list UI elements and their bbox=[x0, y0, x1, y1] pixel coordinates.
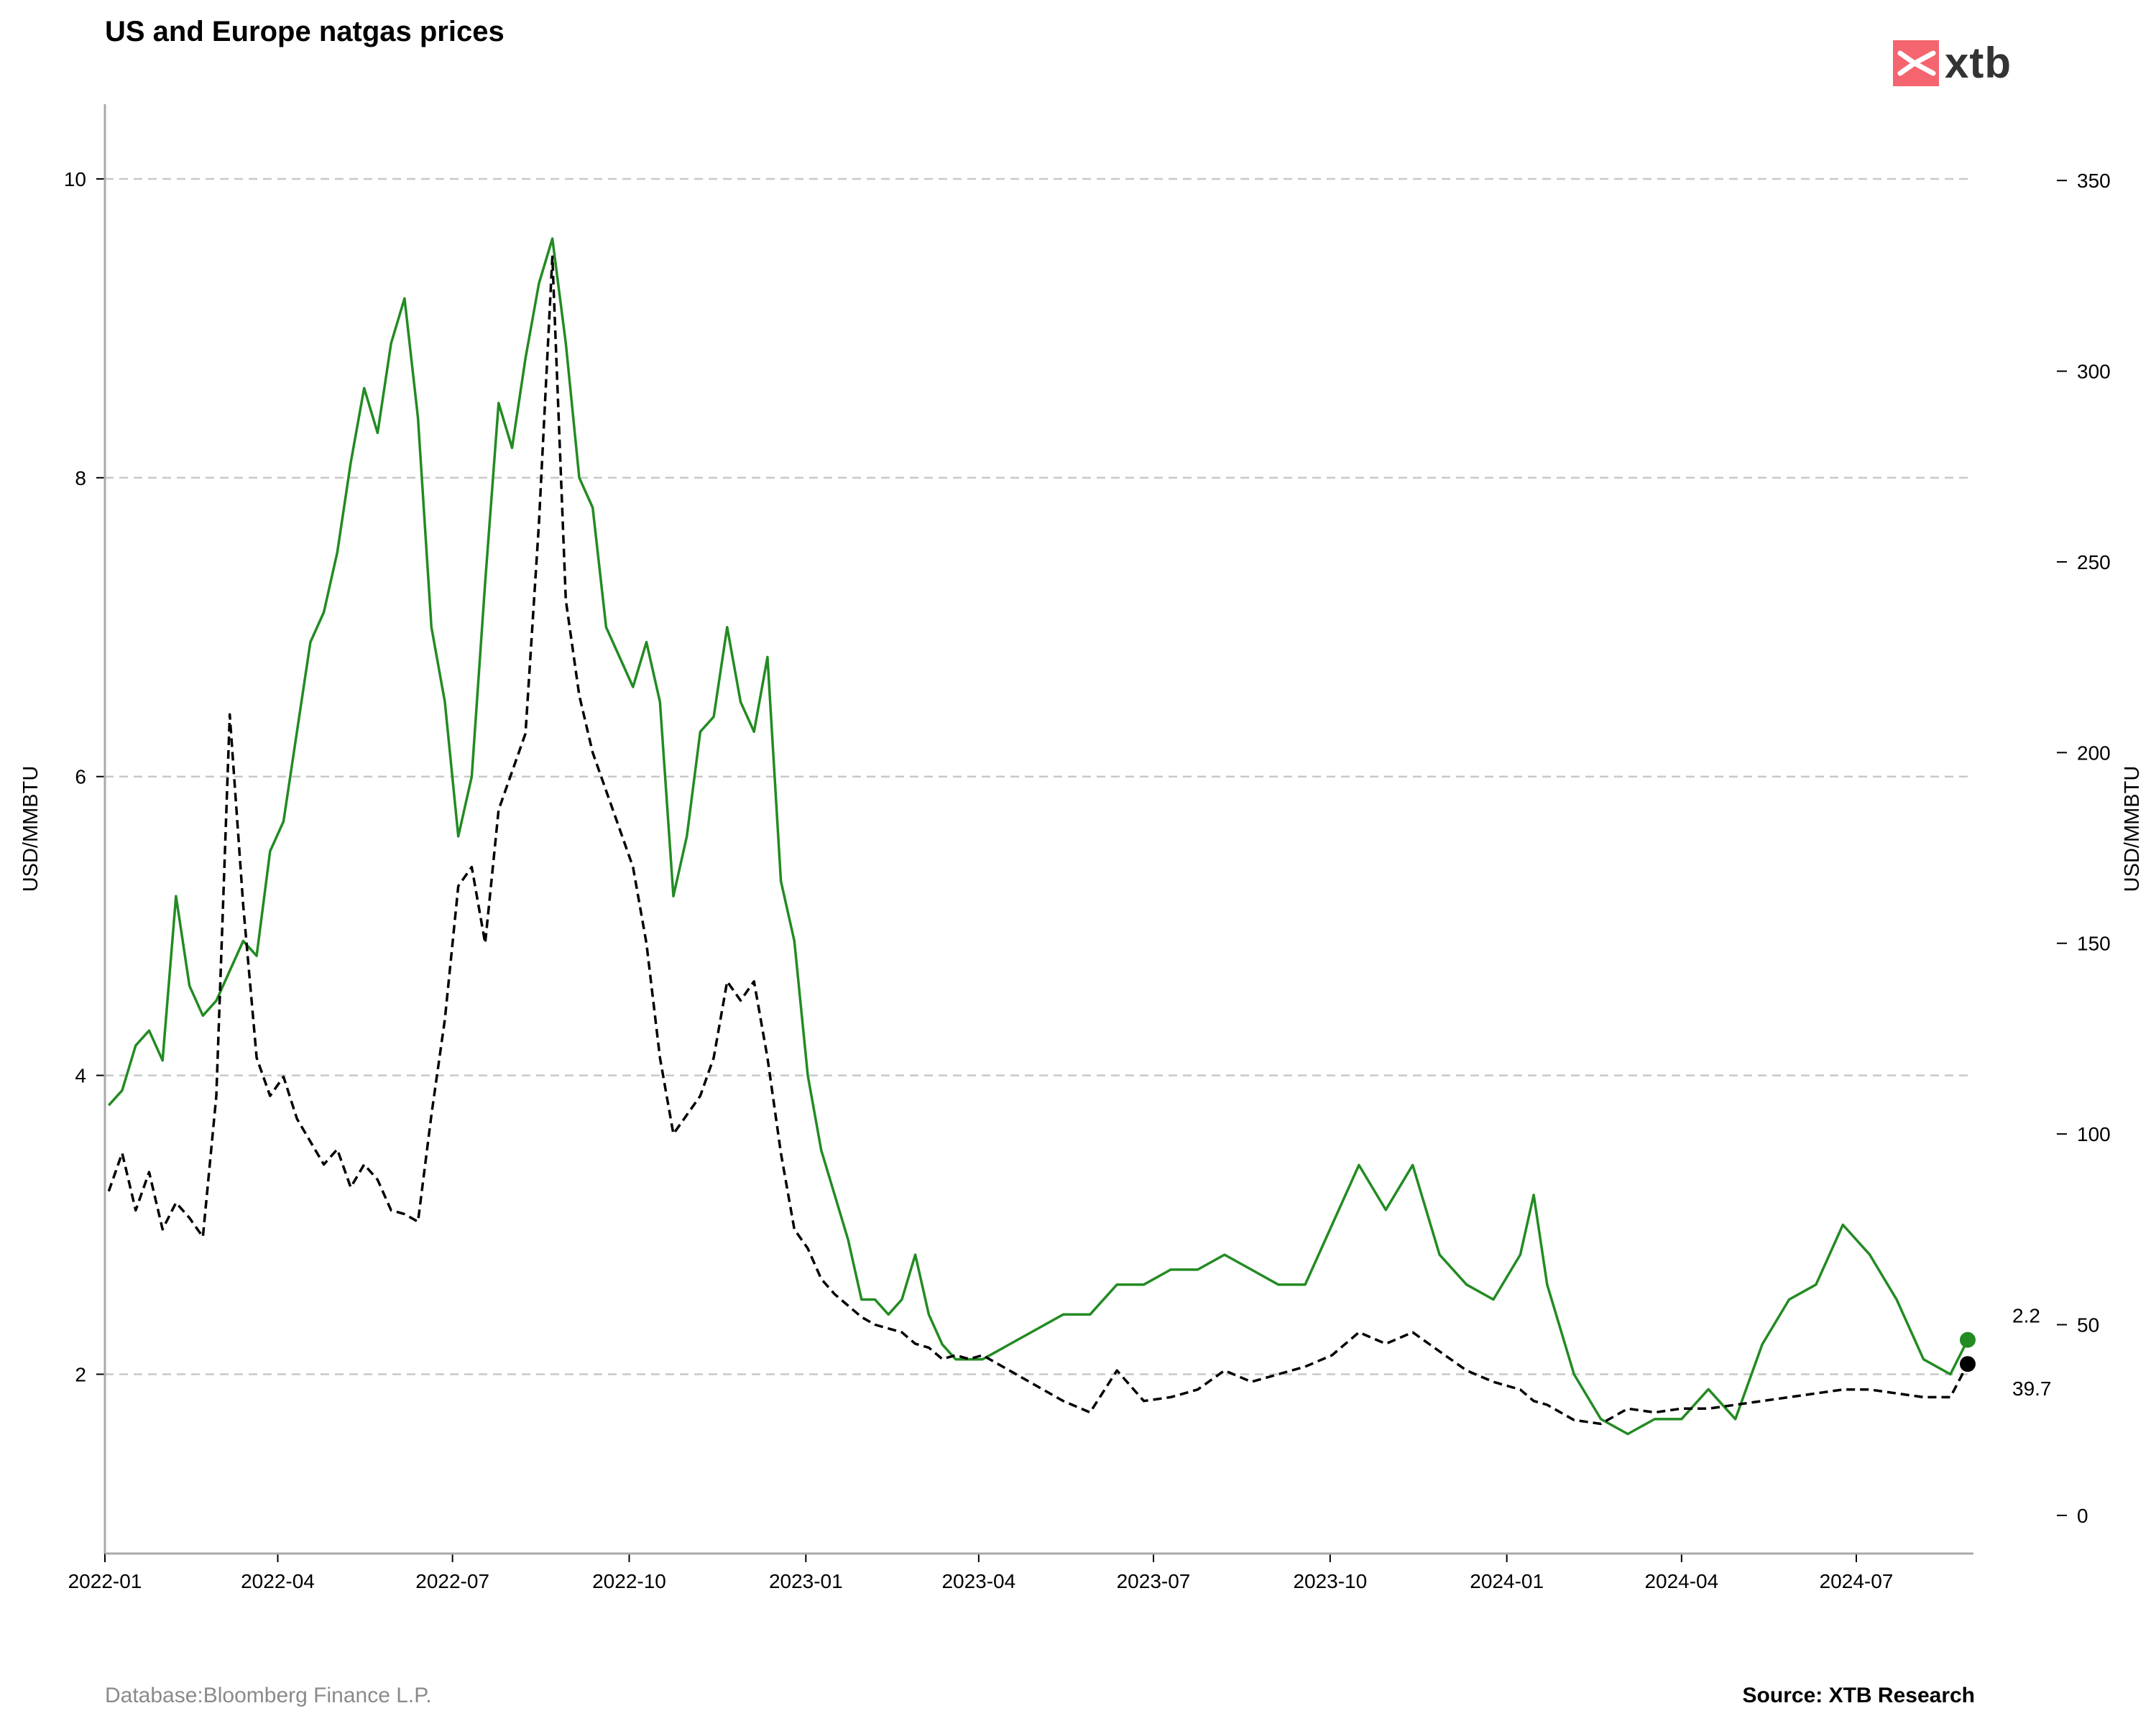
x-tick-label: 2022-04 bbox=[241, 1570, 315, 1592]
y-tick-label-right: 150 bbox=[2077, 933, 2111, 955]
source-note: Source: XTB Research bbox=[1742, 1684, 1975, 1707]
y-tick-label-left: 10 bbox=[64, 168, 86, 190]
end-marker-right bbox=[1959, 1356, 1976, 1372]
y-axis-label-right: USD/MMBTU bbox=[2121, 766, 2144, 892]
series-line-left bbox=[107, 237, 1969, 1436]
xtb-logo-icon bbox=[1893, 40, 1939, 86]
xtb-logo: xtb bbox=[1893, 40, 2012, 86]
y-tick-label-right: 250 bbox=[2077, 551, 2111, 573]
y-tick-label-left: 6 bbox=[75, 766, 86, 788]
chart-title: US and Europe natgas prices bbox=[105, 16, 505, 47]
end-marker-left bbox=[1959, 1332, 1976, 1348]
x-tick-label: 2024-01 bbox=[1470, 1570, 1544, 1592]
x-tick-label: 2023-07 bbox=[1117, 1570, 1191, 1592]
y-tick-label-right: 100 bbox=[2077, 1123, 2111, 1145]
y-tick-label-right: 0 bbox=[2077, 1505, 2088, 1527]
y-tick-label-left: 2 bbox=[75, 1363, 86, 1385]
x-tick-label: 2024-04 bbox=[1644, 1570, 1718, 1592]
y-tick-label-right: 350 bbox=[2077, 170, 2111, 192]
y-tick-label-right: 50 bbox=[2077, 1314, 2099, 1337]
end-label-left-series: 2.2 bbox=[2012, 1305, 2040, 1327]
end-label-right-series: 39.7 bbox=[2012, 1377, 2052, 1400]
y-tick-label-left: 4 bbox=[75, 1065, 86, 1087]
x-tick-label: 2023-04 bbox=[941, 1570, 1015, 1592]
end-markers: 2.2 39.7 bbox=[1959, 1305, 2052, 1400]
database-note: Database:Bloomberg Finance L.P. bbox=[105, 1684, 432, 1707]
xtb-logo-text: xtb bbox=[1945, 39, 2012, 87]
x-tick-label: 2023-01 bbox=[769, 1570, 843, 1592]
y-tick-label-right: 300 bbox=[2077, 361, 2111, 383]
y-axis-label-left: USD/MMBTU bbox=[19, 766, 42, 892]
x-tick-label: 2022-01 bbox=[68, 1570, 142, 1592]
y-tick-label-left: 8 bbox=[75, 467, 86, 489]
x-tick-label: 2022-10 bbox=[592, 1570, 666, 1592]
x-tick-label: 2022-07 bbox=[415, 1570, 489, 1592]
gridlines bbox=[105, 177, 1973, 1375]
series-layer bbox=[107, 237, 1969, 1436]
x-tick-label: 2023-10 bbox=[1293, 1570, 1367, 1592]
y-tick-label-right: 200 bbox=[2077, 742, 2111, 764]
series-line-right bbox=[107, 255, 1969, 1426]
x-tick-label: 2024-07 bbox=[1820, 1570, 1894, 1592]
